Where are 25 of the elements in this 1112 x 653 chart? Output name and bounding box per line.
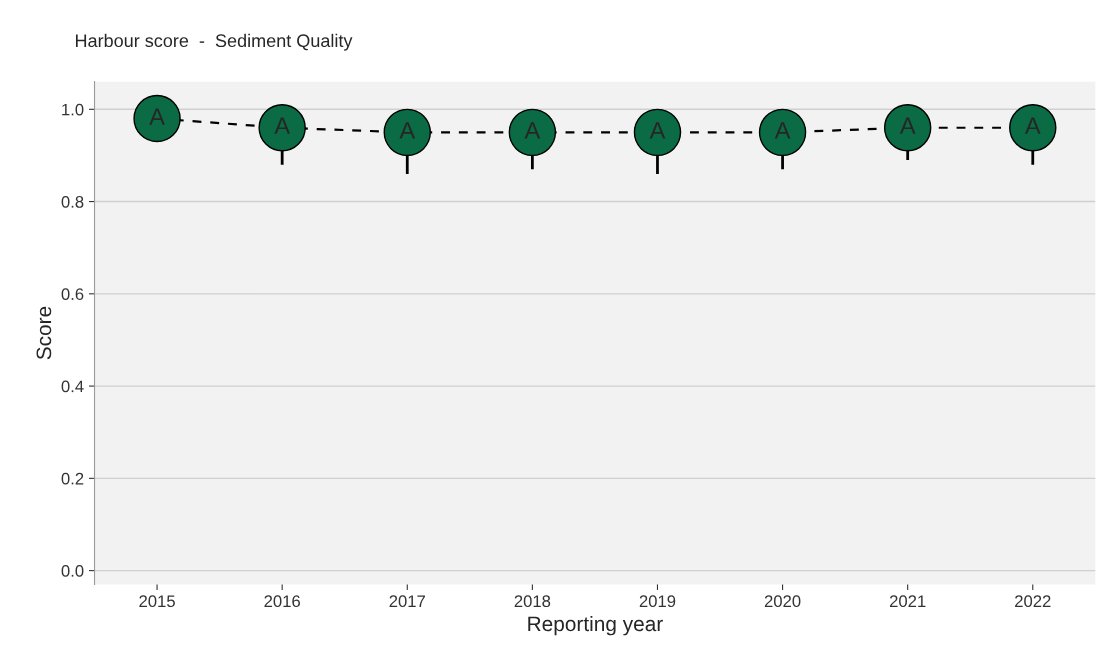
chart-title: Harbour score - Sediment Quality: [75, 33, 353, 51]
data-label: A: [399, 122, 416, 139]
data-label: A: [774, 122, 791, 139]
x-tick-label: 2018: [514, 595, 551, 608]
data-label: A: [274, 117, 290, 134]
x-tick-label: 2021: [889, 595, 926, 608]
x-tick-label: 2020: [764, 595, 801, 608]
data-label: A: [149, 108, 165, 125]
y-tick-label: 0.6: [61, 288, 84, 301]
y-tick-label: 0.8: [61, 195, 84, 208]
x-tick-label: 2017: [389, 595, 425, 608]
data-label: A: [649, 122, 666, 139]
y-tick-label: 1.0: [62, 103, 84, 116]
data-label: A: [524, 122, 541, 139]
x-tick-label: 2015: [139, 595, 175, 608]
x-tick-label: 2016: [264, 595, 300, 608]
x-axis-title: Reporting year: [528, 615, 663, 636]
x-tick-label: 2022: [1015, 595, 1051, 608]
y-tick-label: 0.2: [61, 472, 84, 485]
data-label: A: [899, 117, 916, 134]
x-tick-label: 2019: [639, 595, 676, 608]
y-tick-label: 0.0: [61, 565, 84, 577]
data-label: A: [1024, 117, 1041, 134]
y-axis-title: Score: [36, 306, 52, 360]
y-tick-label: 0.4: [61, 380, 84, 393]
